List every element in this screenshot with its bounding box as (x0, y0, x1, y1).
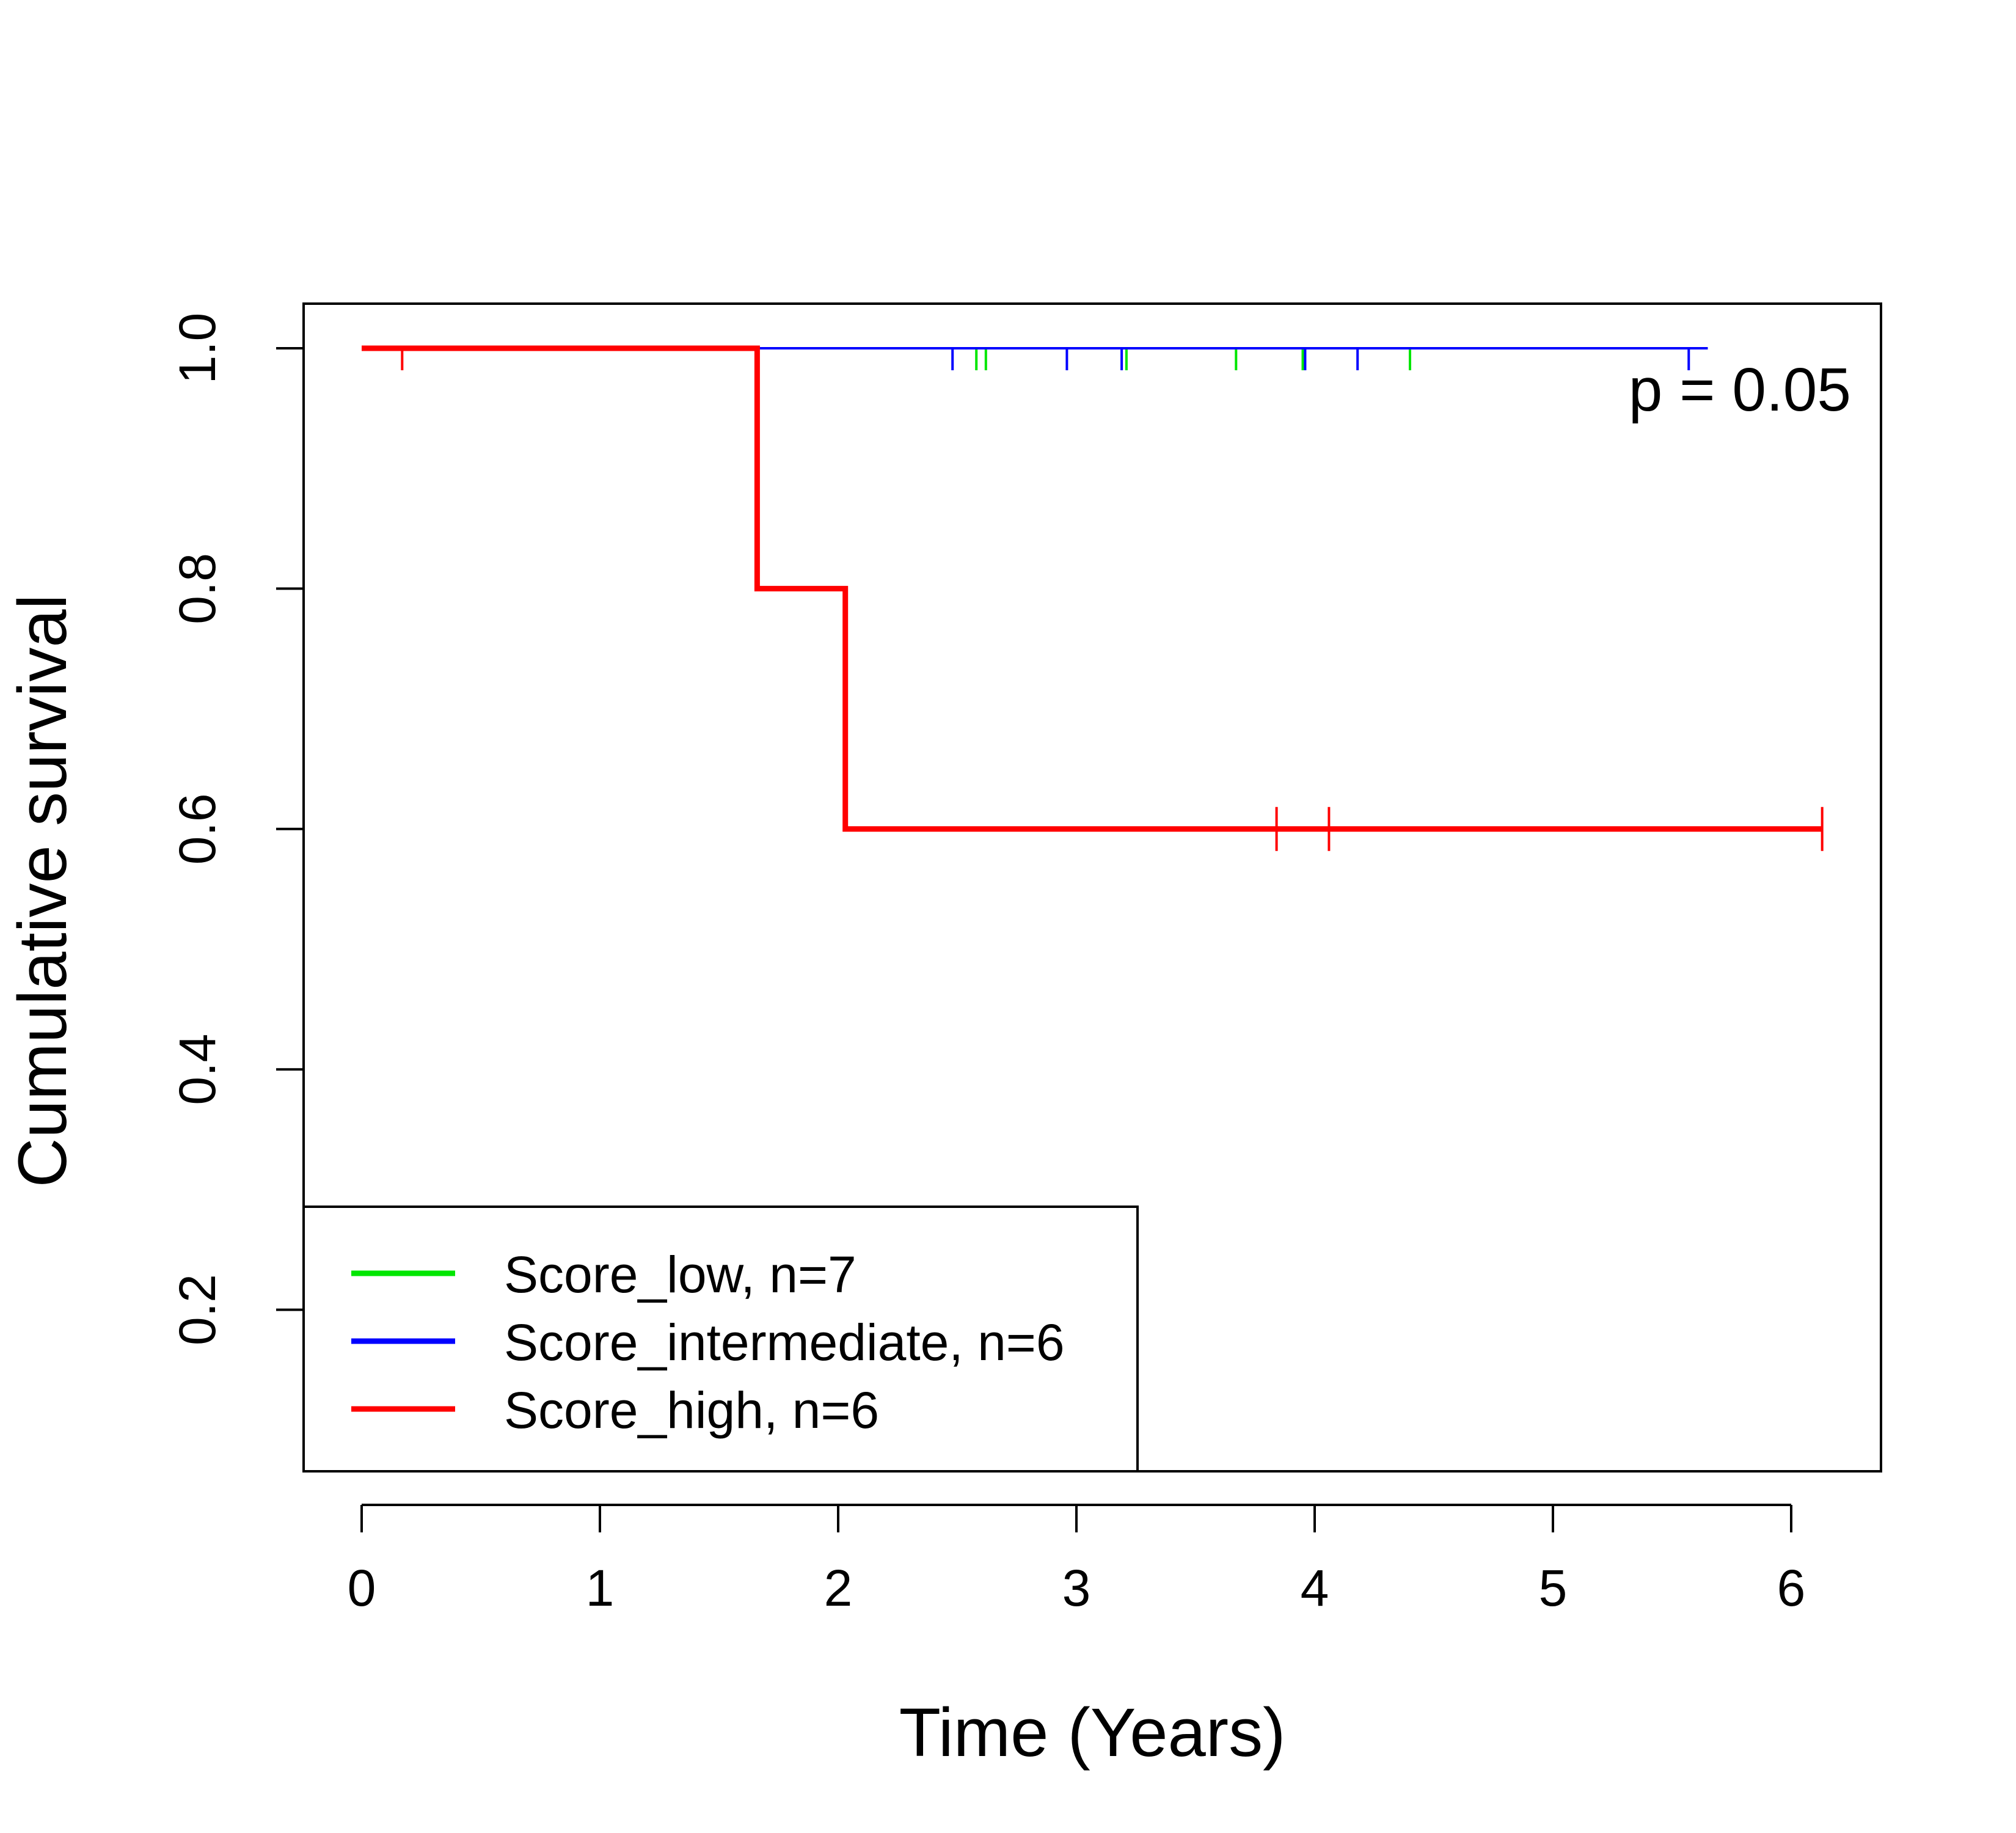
y-tick-label: 0.6 (169, 793, 226, 865)
y-tick-label: 0.2 (169, 1274, 226, 1345)
curve-intermediate (754, 347, 1708, 370)
y-axis-title: Cumulative survival (4, 595, 81, 1188)
x-tick-label: 3 (1062, 1559, 1091, 1617)
x-tick-label: 0 (348, 1559, 376, 1617)
x-tick-label: 4 (1301, 1559, 1329, 1617)
legend-label-high: Score_high, n=6 (504, 1381, 879, 1439)
y-axis: 0.2 0.4 0.6 0.8 1.0 (169, 313, 305, 1345)
legend: Score_low, n=7 Score_intermediate, n=6 S… (302, 1206, 1139, 1473)
x-axis: 0 1 2 3 4 5 6 (348, 1504, 1806, 1617)
survival-line-high (362, 345, 1822, 832)
x-tick-label: 1 (586, 1559, 615, 1617)
x-tick-label: 6 (1777, 1559, 1806, 1617)
y-tick-label: 0.4 (169, 1034, 226, 1105)
y-tick-label: 1.0 (169, 313, 226, 384)
y-tick-label: 0.8 (169, 553, 226, 624)
x-axis-title: Time (Years) (899, 1694, 1286, 1771)
x-tick-label: 2 (824, 1559, 853, 1617)
p-value-annotation: p = 0.05 (1629, 356, 1851, 424)
x-tick-label: 5 (1539, 1559, 1568, 1617)
legend-label-intermediate: Score_intermediate, n=6 (504, 1314, 1065, 1371)
survival-curves (362, 345, 1824, 851)
legend-label-low: Score_low, n=7 (504, 1246, 856, 1303)
curve-high (362, 345, 1824, 851)
